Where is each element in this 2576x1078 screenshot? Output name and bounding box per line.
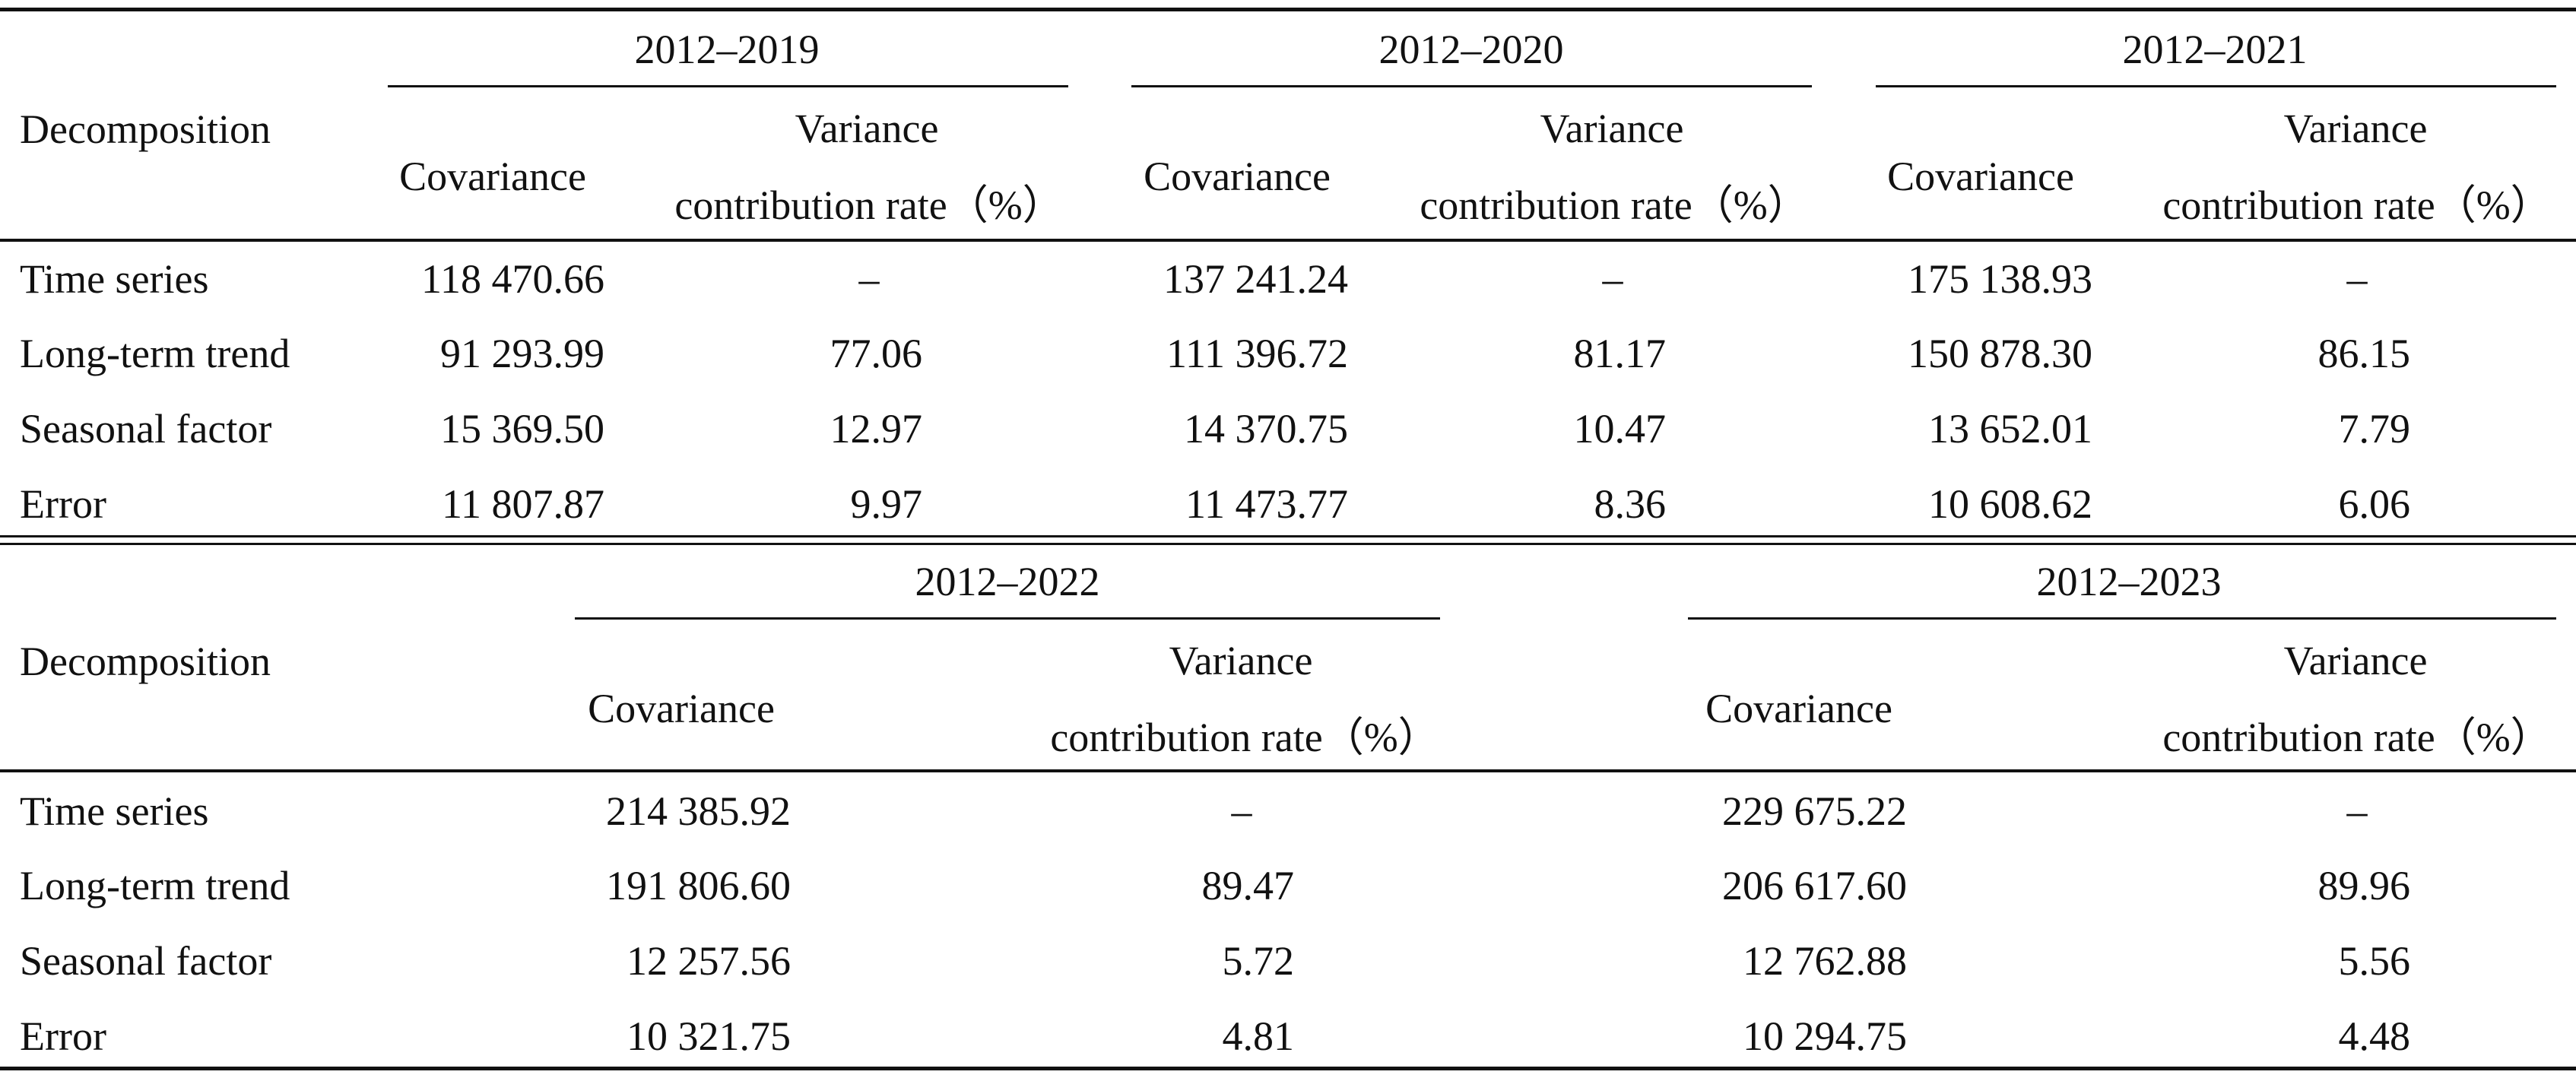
top-rule: [0, 8, 2576, 11]
divider-rule: [0, 543, 2576, 545]
variance-header-line2: contribution rate（%）: [2162, 182, 2552, 228]
row-label: Error: [20, 481, 106, 527]
variance-header-line1: Variance: [795, 106, 939, 151]
table-cell: 86.15: [2317, 331, 2411, 376]
period-header: 2012–2022: [915, 559, 1100, 604]
table-cell: 10.47: [1573, 406, 1667, 452]
row-label: Time series: [20, 256, 209, 302]
table-cell: –: [2346, 256, 2368, 302]
table-cell: 8.36: [1594, 481, 1667, 527]
period-underline: [1131, 85, 1812, 87]
table-cell: –: [1602, 256, 1623, 302]
row-label: Time series: [20, 788, 209, 834]
table-cell: 5.72: [1222, 938, 1295, 984]
table-cell: –: [1231, 788, 1252, 834]
covariance-header: Covariance: [399, 154, 586, 199]
table-cell: 118 470.66: [421, 256, 604, 302]
table-cell: 229 675.22: [1722, 788, 1907, 834]
table-cell: 11 473.77: [1185, 481, 1348, 527]
table-cell: 206 617.60: [1722, 863, 1907, 908]
variance-header-line1: Variance: [1169, 638, 1313, 683]
table-cell: 150 878.30: [1908, 331, 2092, 376]
row-header: Decomposition: [20, 639, 271, 684]
period-underline: [1876, 85, 2556, 87]
header-rule: [0, 239, 2576, 242]
row-label: Seasonal factor: [20, 406, 272, 452]
variance-header-line1: Variance: [2283, 638, 2428, 683]
table-cell: 6.06: [2338, 481, 2411, 527]
table-cell: 12 257.56: [627, 938, 791, 984]
header-rule: [0, 769, 2576, 772]
table-cell: 4.81: [1222, 1013, 1295, 1059]
table-cell: 89.47: [1201, 863, 1295, 908]
table-cell: –: [2346, 788, 2368, 834]
covariance-header: Covariance: [588, 686, 775, 731]
variance-header-line1: Variance: [1540, 106, 1684, 151]
period-header: 2012–2021: [2122, 27, 2308, 72]
table-cell: 10 294.75: [1743, 1013, 1907, 1059]
variance-header-line2: contribution rate（%）: [1420, 182, 1809, 228]
table-cell: 5.56: [2338, 938, 2411, 984]
period-underline: [388, 85, 1068, 87]
table-cell: 81.17: [1573, 331, 1667, 376]
table-cell: 214 385.92: [606, 788, 791, 834]
table-cell: 12 762.88: [1743, 938, 1907, 984]
period-header: 2012–2023: [2036, 559, 2222, 604]
table-cell: 15 369.50: [440, 406, 604, 452]
covariance-header: Covariance: [1144, 154, 1331, 199]
table-cell: 12.97: [830, 406, 923, 452]
table-cell: 11 807.87: [442, 481, 604, 527]
divider-rule: [0, 535, 2576, 537]
table-cell: 191 806.60: [606, 863, 791, 908]
table-cell: 111 396.72: [1166, 331, 1348, 376]
period-header: 2012–2020: [1378, 27, 1564, 72]
variance-header-line2: contribution rate（%）: [1050, 715, 1439, 760]
table-cell: 13 652.01: [1928, 406, 2092, 452]
variance-header-line2: contribution rate（%）: [674, 182, 1064, 228]
period-header: 2012–2019: [634, 27, 820, 72]
table-cell: 10 608.62: [1928, 481, 2092, 527]
table-cell: 10 321.75: [627, 1013, 791, 1059]
table-cell: 89.96: [2317, 863, 2411, 908]
bottom-rule: [0, 1067, 2576, 1070]
table-cell: –: [858, 256, 880, 302]
table-cell: 14 370.75: [1184, 406, 1348, 452]
row-header: Decomposition: [20, 106, 271, 152]
variance-header-line1: Variance: [2283, 106, 2428, 151]
period-underline: [575, 617, 1440, 620]
table-cell: 175 138.93: [1908, 256, 2092, 302]
table-cell: 91 293.99: [440, 331, 604, 376]
row-label: Seasonal factor: [20, 938, 272, 984]
table-cell: 137 241.24: [1163, 256, 1348, 302]
covariance-header: Covariance: [1887, 154, 2074, 199]
covariance-header: Covariance: [1705, 686, 1892, 731]
table-cell: 7.79: [2338, 406, 2411, 452]
variance-header-line2: contribution rate（%）: [2162, 715, 2552, 760]
table-cell: 9.97: [850, 481, 923, 527]
period-underline: [1688, 617, 2556, 620]
row-label: Error: [20, 1013, 106, 1059]
row-label: Long-term trend: [20, 331, 290, 376]
table-cell: 4.48: [2338, 1013, 2411, 1059]
table-cell: 77.06: [830, 331, 923, 376]
row-label: Long-term trend: [20, 863, 290, 908]
